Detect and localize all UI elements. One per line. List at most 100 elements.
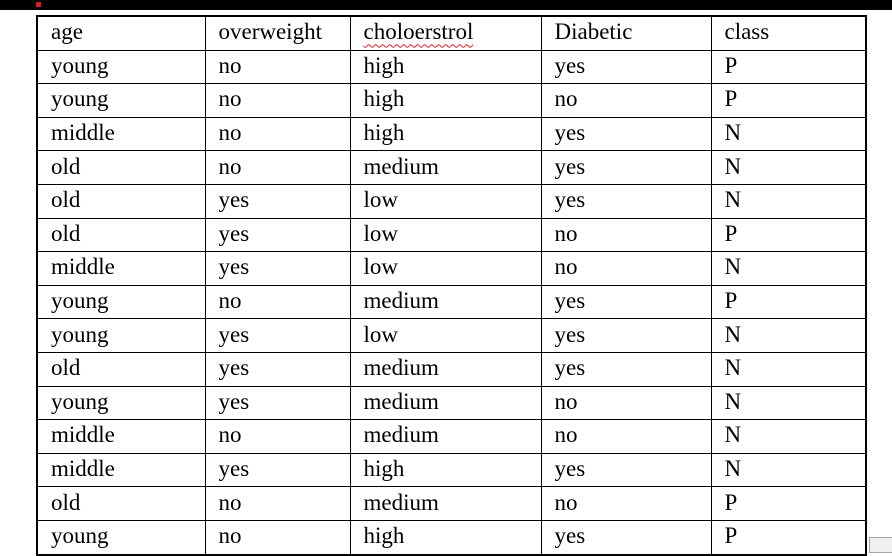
table-cell: young [36,385,206,421]
table-row: middle no medium no N [36,419,867,454]
table-cell: N [710,452,867,488]
table-cell: N [710,116,867,152]
table-cell: no [540,486,712,521]
table-cell: high [349,116,542,152]
table-cell: yes [204,385,351,421]
table-cell: high [349,519,542,556]
table-cell: young [36,83,206,118]
table-row: middle yes low no N [36,251,867,286]
table-cell: yes [540,49,712,85]
table-cell: medium [349,351,542,387]
table-cell: middle [36,116,206,152]
table-cell: P [710,83,867,118]
table-cell: N [710,351,867,387]
table-cell: low [349,217,542,253]
table-cell: old [36,183,206,219]
table-row: old yes medium yes N [36,351,867,387]
table-cell: P [710,49,867,85]
table-cell: middle [36,452,206,488]
table-row: old no medium no P [36,486,867,521]
table-cell: N [710,419,867,454]
table-cell: no [204,419,351,454]
table-cell: middle [36,419,206,454]
table-cell: medium [349,284,542,320]
table-row: young no high no P [36,83,867,118]
table-cell: P [710,284,867,320]
table-cell: low [349,251,542,286]
table-row: young no medium yes P [36,284,867,320]
table-cell: no [204,486,351,521]
table-cell: old [36,150,206,185]
table-cell: yes [540,150,712,185]
column-header-age: age [36,15,206,51]
table-cell: yes [204,452,351,488]
table-cell: N [710,318,867,353]
corner-fragment [869,537,892,553]
table-cell: no [540,217,712,253]
column-header-diabetic: Diabetic [540,15,712,51]
column-header-overweight: overweight [204,15,351,51]
table-cell: yes [540,183,712,219]
table-cell: yes [204,217,351,253]
table-cell: low [349,183,542,219]
table-cell: medium [349,385,542,421]
table-cell: no [204,83,351,118]
table-cell: no [204,150,351,185]
header-row: age overweight choloerstrol Diabetic cla… [36,15,867,51]
table-cell: no [540,83,712,118]
table-cell: young [36,318,206,353]
table-row: old yes low yes N [36,183,867,219]
table-row: young yes medium no N [36,385,867,421]
table-cell: yes [204,351,351,387]
table-cell: young [36,284,206,320]
table-row: middle no high yes N [36,116,867,152]
table-cell: yes [540,284,712,320]
data-table: age overweight choloerstrol Diabetic cla… [36,15,867,556]
table-cell: old [36,351,206,387]
table-cell: N [710,183,867,219]
table-cell: yes [540,452,712,488]
table-cell: no [204,519,351,556]
table-cell: yes [204,251,351,286]
table-cell: yes [540,351,712,387]
table-cell: yes [540,519,712,556]
table-cell: low [349,318,542,353]
table-cell: yes [540,116,712,152]
table-cell: old [36,217,206,253]
table-cell: medium [349,486,542,521]
table-cell: no [204,284,351,320]
table-cell: young [36,519,206,556]
table-cell: young [36,49,206,85]
table-cell: no [204,116,351,152]
table-row: old yes low no P [36,217,867,253]
table-cell: yes [204,318,351,353]
top-bar [0,0,892,10]
table-cell: no [204,49,351,85]
table-cell: medium [349,419,542,454]
table-cell: middle [36,251,206,286]
table-cell: P [710,217,867,253]
table-cell: high [349,452,542,488]
table-cell: no [540,419,712,454]
table-cell: high [349,83,542,118]
table-row: young no high yes P [36,519,867,556]
table-cell: P [710,519,867,556]
column-header-cholesterol: choloerstrol [349,15,542,51]
table-cell: yes [540,318,712,353]
table-cell: P [710,486,867,521]
table-cell: N [710,251,867,286]
table-cell: no [540,385,712,421]
table-cell: no [540,251,712,286]
table-cell: medium [349,150,542,185]
table-cell: N [710,385,867,421]
column-header-class: class [710,15,867,51]
table-row: young yes low yes N [36,318,867,353]
red-marker [36,2,41,7]
table-row: young no high yes P [36,49,867,85]
table-row: old no medium yes N [36,150,867,185]
table-row: middle yes high yes N [36,452,867,488]
table-cell: yes [204,183,351,219]
table-cell: N [710,150,867,185]
table-cell: old [36,486,206,521]
